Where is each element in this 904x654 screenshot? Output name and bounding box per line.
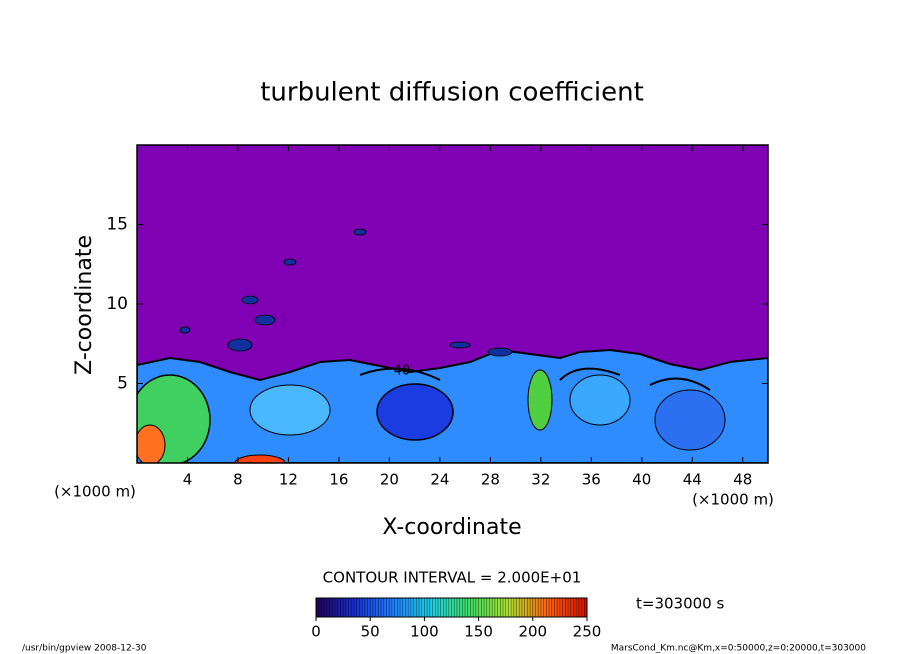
x-tick-label: 24: [430, 471, 449, 489]
contour-interval: CONTOUR INTERVAL = 2.000E+01: [323, 569, 582, 587]
y-tick-label: 5: [117, 374, 128, 394]
field-region: [654, 389, 726, 451]
field-region: [137, 424, 166, 463]
colorbar-tick-label: 250: [573, 623, 602, 641]
field-region: [234, 454, 286, 463]
chart-title: turbulent diffusion coefficient: [260, 78, 644, 108]
y-tick-label: 15: [106, 215, 128, 235]
x-tick-label: 4: [183, 471, 193, 489]
colorbar-tick-label: 100: [410, 623, 439, 641]
footer-right: MarsCond_Km.nc@Km,x=0:50000,z=0:20000,t=…: [611, 644, 866, 654]
y-tick-label: 10: [106, 294, 128, 314]
x-tick-label: 16: [329, 471, 348, 489]
field-region: [376, 383, 454, 441]
x-unit-label: (×1000 m): [692, 491, 774, 509]
y-unit-label: (×1000 m): [54, 483, 136, 501]
x-tick-label: 28: [481, 471, 500, 489]
contour-line: [359, 367, 711, 391]
x-tick-label: 12: [279, 471, 298, 489]
colorbar-tick-label: 0: [311, 623, 321, 641]
field-region: [249, 384, 331, 436]
contour-label: 40: [394, 363, 411, 378]
x-axis-label: X-coordinate: [382, 515, 521, 540]
time-label: t=303000 s: [636, 595, 724, 613]
field-region: [569, 374, 631, 426]
x-tick-label: 8: [233, 471, 243, 489]
colorbar-tick-label: 200: [518, 623, 547, 641]
footer-left: /usr/bin/gpview 2008-12-30: [22, 644, 147, 654]
colorbar-tick-label: 50: [361, 623, 380, 641]
x-tick-label: 32: [531, 471, 550, 489]
field: [137, 228, 768, 463]
x-tick-label: 40: [632, 471, 651, 489]
x-tick-label: 36: [582, 471, 601, 489]
x-tick-label: 48: [733, 471, 752, 489]
y-axis-label: Z-coordinate: [72, 235, 97, 375]
x-tick-label: 20: [380, 471, 399, 489]
colorbar-tick-label: 150: [464, 623, 493, 641]
cloud-blobs: [179, 228, 513, 357]
field-region: [527, 369, 553, 431]
x-tick-label: 44: [683, 471, 702, 489]
